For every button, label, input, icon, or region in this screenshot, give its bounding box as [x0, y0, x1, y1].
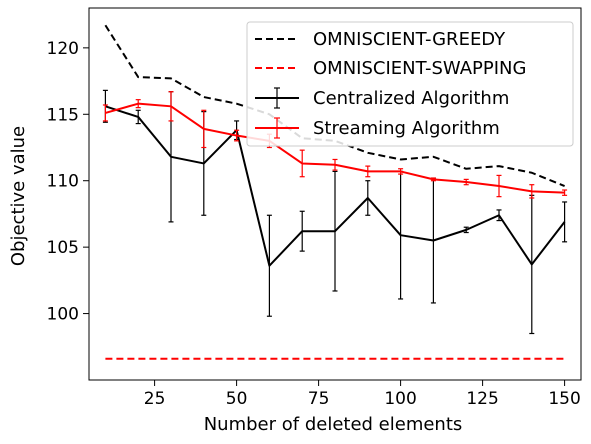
x-tick-label: 150: [548, 389, 580, 409]
y-tick-label: 120: [47, 39, 79, 59]
x-tick-label: 125: [466, 389, 498, 409]
error-bar: [332, 170, 338, 292]
error-bar: [529, 184, 535, 199]
error-bar: [562, 189, 568, 196]
plot-frame: [88, 7, 582, 381]
x-tick-label: 75: [308, 389, 330, 409]
series-streaming-algorithm: [102, 91, 568, 199]
x-axis-label: Number of deleted elements: [204, 414, 463, 435]
series-layer: [102, 24, 568, 360]
legend-label-omniscient-swapping: OMNISCIENT-SWAPPING: [313, 58, 526, 79]
legend-swatch-centralized: [255, 87, 299, 109]
y-tick-label: 100: [47, 305, 79, 325]
error-bar: [299, 210, 305, 252]
error-bar: [135, 109, 141, 125]
y-axis-label: Objective value: [8, 126, 29, 266]
series-line-omniscient-greedy: [104, 24, 565, 187]
error-bar: [496, 209, 502, 222]
error-bar: [529, 194, 535, 335]
legend-label-omniscient-greedy: OMNISCIENT-GREEDY: [313, 29, 506, 50]
error-bar: [299, 149, 305, 178]
ticks-layer: 25 50 75 100 125 150 100 105 110 115 120: [47, 39, 581, 409]
legend-label-streaming: Streaming Algorithm: [313, 118, 500, 139]
error-bar: [135, 99, 141, 109]
error-bar: [102, 104, 108, 122]
error-bar: [562, 201, 568, 243]
y-tick-label: 115: [47, 105, 79, 125]
x-tick-label: 100: [384, 389, 416, 409]
y-tick-label: 110: [47, 172, 79, 192]
error-bar: [266, 214, 272, 317]
error-bar: [463, 226, 469, 234]
x-tick-label: 25: [144, 389, 166, 409]
legend-swatch-streaming: [255, 117, 299, 139]
error-bar: [365, 165, 371, 178]
legend-label-centralized: Centralized Algorithm: [313, 88, 509, 109]
error-bar: [234, 129, 240, 142]
error-bar: [496, 174, 502, 198]
x-tick-label: 50: [226, 389, 248, 409]
error-bar: [332, 158, 338, 171]
error-bar: [365, 180, 371, 216]
legend: OMNISCIENT-GREEDY OMNISCIENT-SWAPPING Ce…: [246, 21, 574, 147]
error-bar: [463, 178, 469, 186]
error-bar: [398, 168, 404, 175]
error-bar: [430, 177, 436, 182]
series-omniscient-greedy: [104, 24, 565, 187]
error-bar: [201, 109, 207, 149]
error-bar: [168, 91, 174, 122]
y-tick-label: 105: [47, 238, 79, 258]
legend-box: [246, 21, 574, 147]
